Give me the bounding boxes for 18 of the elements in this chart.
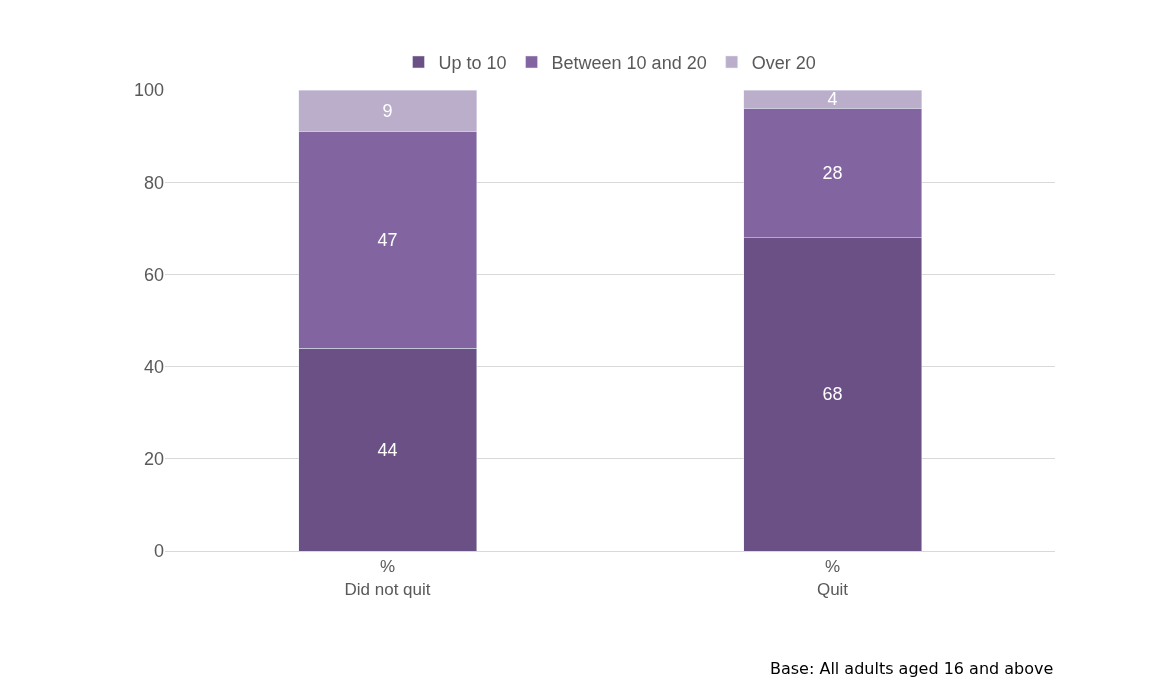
data-label: 44: [377, 439, 398, 460]
legend-label: Up to 10: [438, 53, 507, 73]
y-tick-label: 40: [143, 356, 164, 377]
y-tick-label: 100: [133, 80, 164, 101]
y-tick-label: 0: [153, 541, 164, 562]
data-label: 68: [822, 384, 843, 405]
y-tick-label: 80: [143, 172, 164, 193]
data-label: 4: [827, 89, 838, 110]
legend-label: Over 20: [751, 53, 816, 73]
text: Base: All adults aged 16 and above: [770, 659, 1054, 678]
x-tick-label: % Quit: [816, 557, 849, 599]
data-label: 9: [382, 100, 393, 121]
legend-label: Between 10 and 20: [551, 53, 707, 73]
x-tick-label: % Did not quit: [344, 557, 431, 599]
data-label: 28: [822, 162, 843, 183]
data-label: 47: [377, 229, 398, 250]
y-tick-label: 20: [143, 449, 164, 470]
y-tick-label: 60: [143, 264, 164, 285]
